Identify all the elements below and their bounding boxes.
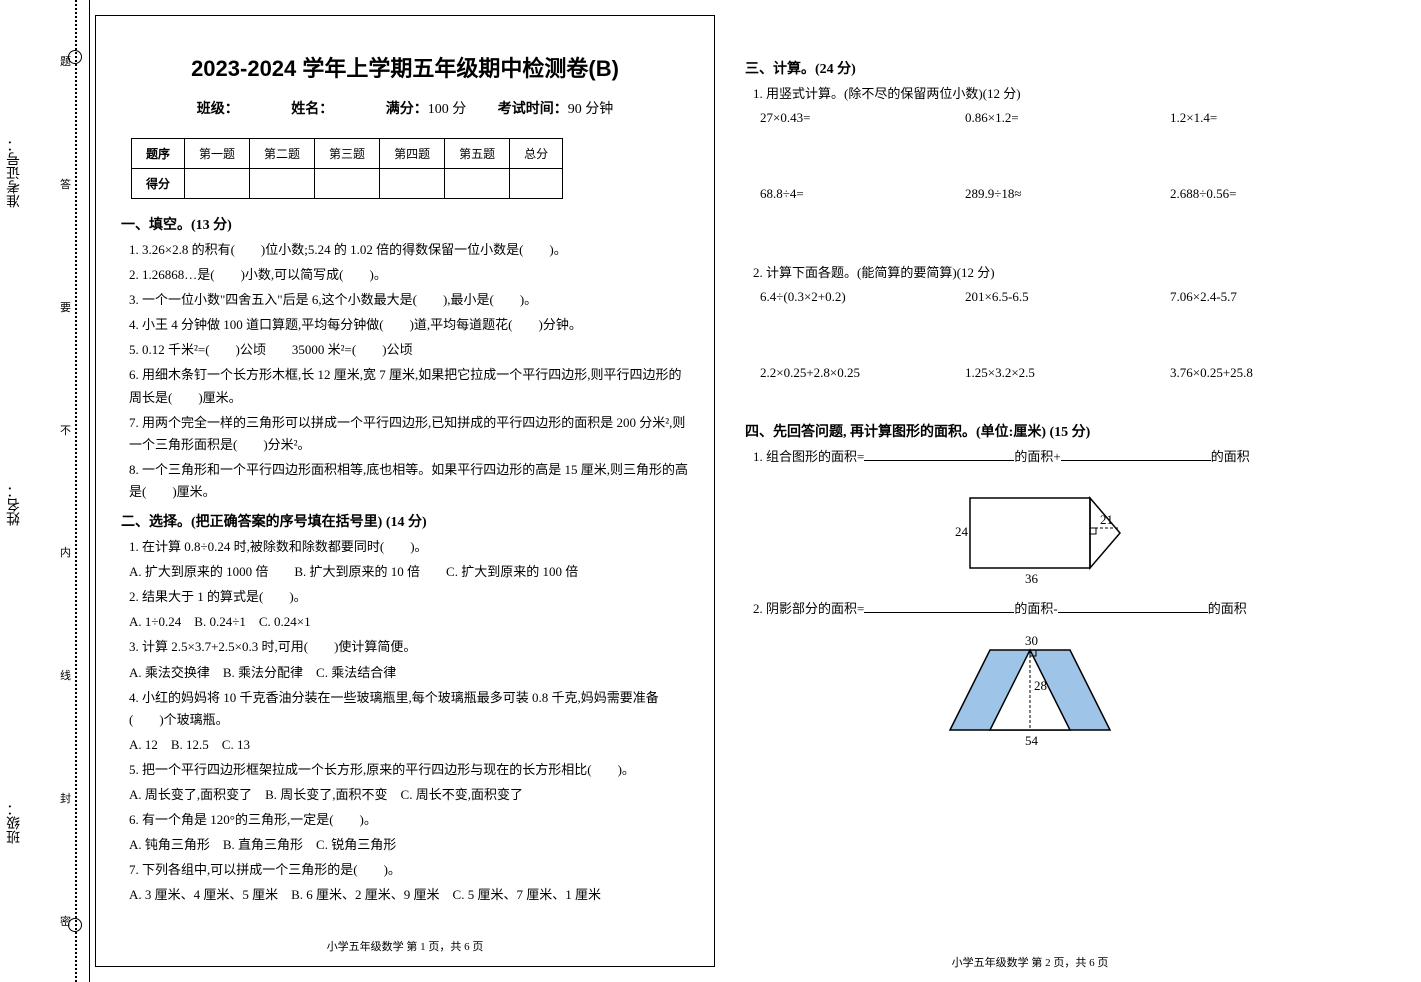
svg-text:24: 24 [955,524,969,539]
score-table: 题序 第一题 第二题 第三题 第四题 第五题 总分 得分 [131,138,563,199]
q2-6: 6. 有一个角是 120°的三角形,一定是( )。 [129,809,689,831]
fold-line [75,0,77,982]
s3-sub1: 1. 用竖式计算。(除不尽的保留两位小数)(12 分) [753,83,1315,105]
svg-text:30: 30 [1025,633,1038,648]
section-4-title: 四、先回答问题, 再计算图形的面积。(单位:厘米) (15 分) [745,421,1315,441]
calc-row-2: 68.8÷4= 289.9÷18≈ 2.688÷0.56= [760,186,1315,202]
page-1: 2023-2024 学年上学期五年级期中检测卷(B) 班级： 姓名： 满分：10… [95,15,715,967]
blank-line [1061,447,1211,461]
calc-row-1: 27×0.43= 0.86×1.2= 1.2×1.4= [760,110,1315,126]
q2-3: 3. 计算 2.5×3.7+2.5×0.3 时,可用( )使计算简便。 [129,636,689,658]
label-class: 班级： [5,802,25,844]
q2-5-opts: A. 周长变了,面积变了 B. 周长变了,面积不变 C. 周长不变,面积变了 [129,784,689,806]
q1-7: 7. 用两个完全一样的三角形可以拼成一个平行四边形,已知拼成的平行四边形的面积是… [129,412,689,456]
composite-shape-svg: 24 36 21 [920,478,1140,588]
svg-text:21: 21 [1100,512,1113,527]
blank-line [864,599,1014,613]
s3-sub2: 2. 计算下面各题。(能简算的要简算)(12 分) [753,262,1315,284]
binding-labels: 准考证号： 姓名： 班级： [5,0,25,982]
q2-6-opts: A. 钝角三角形 B. 直角三角形 C. 锐角三角形 [129,834,689,856]
page-footer-1: 小学五年级数学 第 1 页，共 6 页 [96,938,714,954]
blank-line [1058,599,1208,613]
label-name: 姓名： [5,484,25,526]
q2-3-opts: A. 乘法交换律 B. 乘法分配律 C. 乘法结合律 [129,662,689,684]
info-row: 班级： 姓名： 满分：100 分 考试时间：90 分钟 [121,98,689,118]
binding-margin: 准考证号： 姓名： 班级： 题 答 要 不 内 线 封 密 [0,0,90,982]
trapezoid-svg: 30 28 54 [920,630,1140,750]
q4-1: 1. 组合图形的面积=的面积+的面积 [753,446,1315,468]
section-1-title: 一、填空。(13 分) [121,214,689,234]
svg-text:28: 28 [1034,678,1047,693]
q1-3: 3. 一个一位小数"四舍五入"后是 6,这个小数最大是( ),最小是( )。 [129,289,689,311]
q2-7-opts: A. 3 厘米、4 厘米、5 厘米 B. 6 厘米、2 厘米、9 厘米 C. 5… [129,884,689,906]
seal-markers: 题 答 要 不 内 线 封 密 [60,0,71,982]
table-row: 题序 第一题 第二题 第三题 第四题 第五题 总分 [132,139,563,169]
section-3-title: 三、计算。(24 分) [745,58,1315,78]
q1-5: 5. 0.12 千米²=( )公顷 35000 米²=( )公顷 [129,339,689,361]
q4-2: 2. 阴影部分的面积=的面积-的面积 [753,598,1315,620]
q1-6: 6. 用细木条钉一个长方形木框,长 12 厘米,宽 7 厘米,如果把它拉成一个平… [129,364,689,408]
page-2: 三、计算。(24 分) 1. 用竖式计算。(除不尽的保留两位小数)(12 分) … [720,0,1340,982]
q2-7: 7. 下列各组中,可以拼成一个三角形的是( )。 [129,859,689,881]
page-footer-2: 小学五年级数学 第 2 页，共 6 页 [720,954,1340,970]
q2-5: 5. 把一个平行四边形框架拉成一个长方形,原来的平行四边形与现在的长方形相比( … [129,759,689,781]
q1-1: 1. 3.26×2.8 的积有( )位小数;5.24 的 1.02 倍的得数保留… [129,239,689,261]
q2-4: 4. 小红的妈妈将 10 千克香油分装在一些玻璃瓶里,每个玻璃瓶最多可装 0.8… [129,687,689,731]
blank-line [864,447,1014,461]
q2-4-opts: A. 12 B. 12.5 C. 13 [129,734,689,756]
q2-1: 1. 在计算 0.8÷0.24 时,被除数和除数都要同时( )。 [129,536,689,558]
section-2-title: 二、选择。(把正确答案的序号填在括号里) (14 分) [121,511,689,531]
q2-2: 2. 结果大于 1 的算式是( )。 [129,586,689,608]
calc-row-3: 6.4÷(0.3×2+0.2) 201×6.5-6.5 7.06×2.4-5.7 [760,289,1315,305]
q2-1-opts: A. 扩大到原来的 1000 倍 B. 扩大到原来的 10 倍 C. 扩大到原来… [129,561,689,583]
calc-row-4: 2.2×0.25+2.8×0.25 1.25×3.2×2.5 3.76×0.25… [760,365,1315,381]
diagram-1: 24 36 21 [745,478,1315,588]
svg-text:36: 36 [1025,571,1039,586]
q1-2: 2. 1.26868…是( )小数,可以简写成( )。 [129,264,689,286]
exam-title: 2023-2024 学年上学期五年级期中检测卷(B) [121,51,689,83]
q1-4: 4. 小王 4 分钟做 100 道口算题,平均每分钟做( )道,平均每道题花( … [129,314,689,336]
label-examid: 准考证号： [5,138,25,208]
table-row: 得分 [132,169,563,199]
diagram-2: 30 28 54 [745,630,1315,750]
q2-2-opts: A. 1÷0.24 B. 0.24÷1 C. 0.24×1 [129,611,689,633]
svg-text:54: 54 [1025,733,1039,748]
q1-8: 8. 一个三角形和一个平行四边形面积相等,底也相等。如果平行四边形的高是 15 … [129,459,689,503]
